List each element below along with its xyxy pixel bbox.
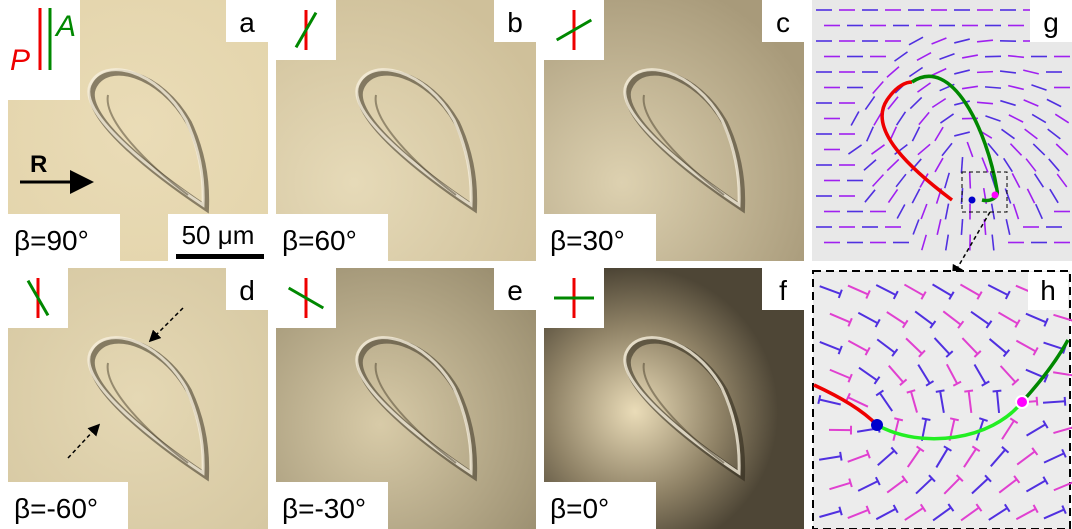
- director-panel: h: [813, 271, 1072, 529]
- panel-letter: a: [239, 7, 255, 38]
- beta-label: β=0°: [550, 493, 609, 524]
- director: [977, 72, 993, 73]
- micrograph-panel: b β=60°: [276, 0, 536, 261]
- panel-letter: h: [1040, 275, 1056, 306]
- director-tick: [993, 391, 1002, 392]
- panel-letter: b: [507, 7, 523, 38]
- analyzer-label: A: [54, 10, 76, 43]
- panel-letter: f: [779, 275, 787, 306]
- beta-label: β=30°: [550, 225, 625, 256]
- defect-point: [871, 419, 883, 431]
- beta-label: β=90°: [14, 225, 89, 256]
- polarizer-label: P: [10, 44, 30, 77]
- beta-label: β=60°: [282, 225, 357, 256]
- beta-label: β=-30°: [282, 493, 366, 524]
- panel-letter: g: [1043, 7, 1059, 38]
- panel-letter: d: [239, 275, 255, 306]
- defect-point: [969, 197, 976, 204]
- micrograph-panel: d β=-60°: [8, 268, 268, 529]
- rubbing-label: R: [30, 151, 47, 178]
- defect-point: [992, 192, 999, 199]
- panel-letter: e: [507, 275, 523, 306]
- director: [1043, 401, 1065, 402]
- director-tick: [964, 391, 973, 392]
- director-tick: [840, 452, 841, 461]
- defect-point: [1016, 396, 1028, 408]
- panel-letter: c: [776, 7, 790, 38]
- scale-bar: [176, 254, 264, 259]
- beta-label: β=-60°: [14, 493, 98, 524]
- director-tick: [1037, 397, 1038, 406]
- figure: a β=90° PA R 50 μm b β=60° c β=30° d β=-60° e β=-30°…: [0, 0, 1072, 529]
- director: [970, 173, 971, 189]
- director-panel: g: [812, 0, 1072, 261]
- micrograph-panel: a β=90° PA R 50 μm: [8, 0, 268, 261]
- micrograph-panel: f β=0°: [544, 268, 804, 529]
- micrograph-panel: c β=30°: [544, 0, 804, 261]
- scale-label: 50 μm: [182, 220, 255, 250]
- director-tick: [1065, 397, 1066, 406]
- micrograph-panel: e β=-30°: [276, 268, 536, 529]
